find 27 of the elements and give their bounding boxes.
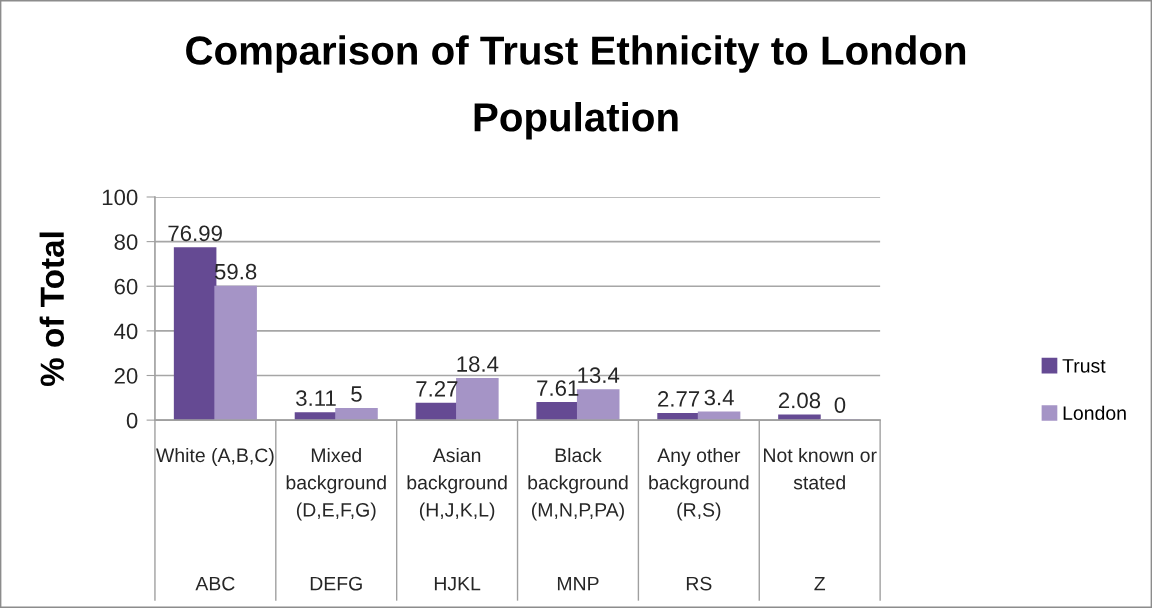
category-label: Any other background (R,S) RS bbox=[649, 447, 749, 591]
y-tick-label: 40 bbox=[114, 323, 138, 340]
data-label: 0 bbox=[834, 397, 846, 413]
y-tick-label: 20 bbox=[114, 368, 138, 384]
legend-label: Trust bbox=[1062, 359, 1106, 373]
y-tick-label: 80 bbox=[114, 234, 138, 250]
category-label: White (A,B,C) ABC bbox=[156, 447, 274, 591]
data-label: 7.27 bbox=[416, 381, 458, 397]
chart-title: Comparison of Trust Ethnicity to London Population bbox=[186, 35, 966, 140]
data-label: 5 bbox=[351, 386, 362, 402]
category-label: Mixed background (D,E,F,G) DEFG bbox=[286, 447, 386, 591]
y-tick-label: 100 bbox=[102, 189, 138, 206]
data-label: 2.77 bbox=[658, 391, 700, 407]
y-tick-label: 60 bbox=[114, 278, 138, 295]
data-label: 13.4 bbox=[578, 367, 620, 384]
category-label: Black background (M,N,P,PA) MNP bbox=[528, 447, 628, 591]
category-label: Asian background (H,J,K,L) HJKL bbox=[407, 447, 507, 591]
data-label: 7.61 bbox=[537, 380, 579, 396]
y-tick-label: 0 bbox=[126, 412, 138, 429]
category-label: Not known or stated Z bbox=[764, 447, 877, 591]
legend-label: London bbox=[1063, 405, 1126, 420]
data-label: 18.4 bbox=[457, 356, 499, 372]
data-label: 76.99 bbox=[168, 225, 222, 242]
data-label: 3.4 bbox=[704, 389, 734, 406]
data-label: 2.08 bbox=[778, 392, 821, 409]
y-axis-title: % of Total bbox=[39, 232, 65, 387]
data-label: 3.11 bbox=[296, 390, 336, 407]
